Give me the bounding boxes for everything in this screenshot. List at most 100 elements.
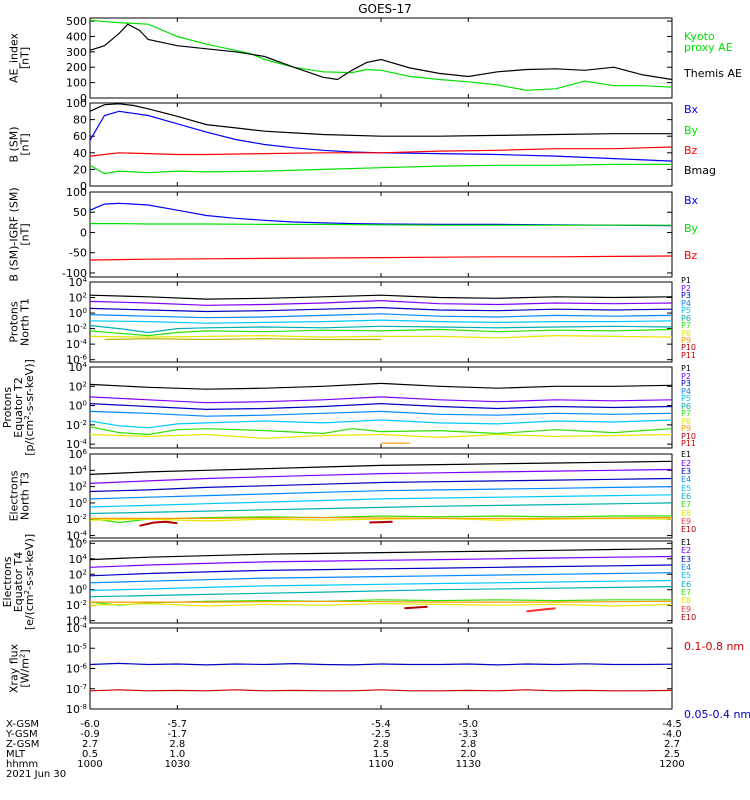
series-line-e6 [90, 586, 672, 598]
y-tick-label: 200 [66, 61, 87, 74]
series-line-p5 [90, 419, 672, 429]
y-tick-label: 106 [69, 448, 88, 461]
series-line-e4 [90, 486, 672, 500]
series-line-p3 [90, 402, 672, 411]
series-line-e10 [404, 605, 428, 610]
series-line-p2 [90, 396, 672, 404]
x-tick-value: 2.8 [169, 739, 185, 750]
series-group [90, 548, 672, 613]
y-tick-label: 102 [69, 380, 87, 393]
legend-bsm-2: Bz [684, 144, 698, 157]
legend-eequator-9: E10 [681, 613, 696, 622]
y-tick-label: 60 [73, 130, 87, 143]
series-line-p4 [90, 410, 672, 417]
series-group [90, 202, 672, 261]
y-tick-label: 100 [69, 400, 87, 413]
legend-pequator-9: P10 [681, 432, 696, 441]
legend-eequator-7: E8 [681, 596, 691, 605]
legend-pequator-5: P6 [681, 402, 691, 411]
panel-frame [89, 627, 673, 710]
legend-bigrf-1: By [684, 222, 699, 235]
y-tick-label: 20 [73, 163, 87, 176]
series-line-e1 [90, 460, 672, 475]
x-tick-value: -2.5 [371, 729, 391, 740]
panel-frame [89, 17, 673, 99]
y-tick-label: 10-7 [66, 683, 87, 696]
series-line-p1 [90, 382, 672, 390]
legend-eequator-3: E4 [681, 563, 691, 572]
y-tick-label: 10-2 [66, 599, 87, 612]
series-line-bx [90, 110, 672, 162]
series-line-e5 [90, 494, 672, 508]
y-tick-label: 102 [69, 481, 87, 494]
legend-xray-1: 0.05-0.4 nm [684, 708, 750, 721]
y-tick-label: 10-4 [66, 338, 88, 351]
legend-pnorth-0: P1 [681, 276, 691, 285]
y-axis-label: B (SM)[nT] [8, 126, 32, 162]
y-tick-label: 0 [80, 180, 87, 193]
x-tick-value: 1200 [659, 759, 684, 770]
x-tick-value: -5.0 [459, 719, 479, 730]
series-group [90, 103, 672, 175]
x-row-label: hhmm [6, 759, 38, 770]
legend-pequator-7: P8 [681, 417, 691, 426]
legend-pequator-3: P4 [681, 387, 691, 396]
series-line-e8 [90, 517, 672, 522]
y-tick-label: 104 [69, 361, 88, 374]
x-tick-value: -3.3 [459, 729, 479, 740]
y-axis-label: AE_index[nT] [8, 32, 32, 83]
series-line-e1 [90, 548, 672, 561]
legend-pequator-6: P7 [681, 409, 691, 418]
y-tick-label: 10-5 [66, 642, 87, 655]
legend-bsm-1: By [684, 124, 699, 137]
panel-ae: 0 100 200 300 400 500 AE_index[nT] Kyoto proxy A… [8, 15, 742, 105]
series-line-bx [90, 202, 672, 227]
y-tick-label: 80 [73, 114, 87, 127]
y-tick-label: 104 [69, 553, 88, 566]
date-label: 2021 Jun 30 [6, 769, 66, 780]
y-tick-label: -100 [62, 267, 87, 280]
series-line-themis-ae [90, 23, 672, 81]
legend-pnorth-9: P10 [681, 343, 696, 352]
series-line-e8 [90, 603, 672, 607]
series-group [90, 382, 672, 444]
x-tick-value: 1.5 [373, 749, 389, 760]
legend-pnorth-1: P2 [681, 284, 691, 293]
series-line-p8 [90, 334, 672, 339]
legend-pequator-4: P5 [681, 394, 691, 403]
y-tick-label: 100 [69, 497, 87, 510]
series-line-e10b [526, 607, 556, 613]
x-tick-value: 1.0 [169, 749, 185, 760]
y-axis-label: ElectronsEquator T4[e/(cm2-s-sr-keV)] [1, 534, 36, 630]
legend-pequator-0: P1 [681, 364, 691, 373]
series-line-p7 [90, 433, 672, 440]
series-line-kyoto-proxy-ae [90, 19, 672, 91]
x-tick-value: 1000 [77, 759, 102, 770]
y-tick-label: 10-2 [66, 513, 87, 526]
x-tick-value: 1130 [456, 759, 481, 770]
series-line-p9 [104, 338, 381, 341]
y-tick-label: 0 [80, 226, 87, 239]
legend-enorth-2: E3 [681, 467, 691, 476]
legend-eequator-4: E5 [681, 571, 691, 580]
legend-enorth-4: E5 [681, 484, 691, 493]
legend-enorth-5: E6 [681, 492, 691, 501]
series-line-bmag [90, 103, 672, 137]
x-tick-value: 2.8 [373, 739, 389, 750]
x-tick-value: 1100 [368, 759, 393, 770]
y-tick-label: 100 [66, 97, 87, 110]
legend-enorth-7: E8 [681, 509, 691, 518]
legend-eequator-6: E7 [681, 588, 691, 597]
series-line-e10b [369, 520, 393, 524]
y-tick-label: 500 [66, 15, 87, 28]
x-tick-value: -0.9 [80, 729, 100, 740]
series-line-e5 [90, 579, 672, 592]
y-tick-label: 40 [73, 147, 87, 160]
legend-enorth-1: E2 [681, 459, 691, 468]
legend-enorth-8: E9 [681, 517, 691, 526]
x-row-label: Y-GSM [5, 729, 38, 740]
y-tick-label: 400 [66, 30, 87, 43]
x-tick-value: 2.8 [460, 739, 476, 750]
figure-title: GOES-17 [358, 2, 412, 16]
